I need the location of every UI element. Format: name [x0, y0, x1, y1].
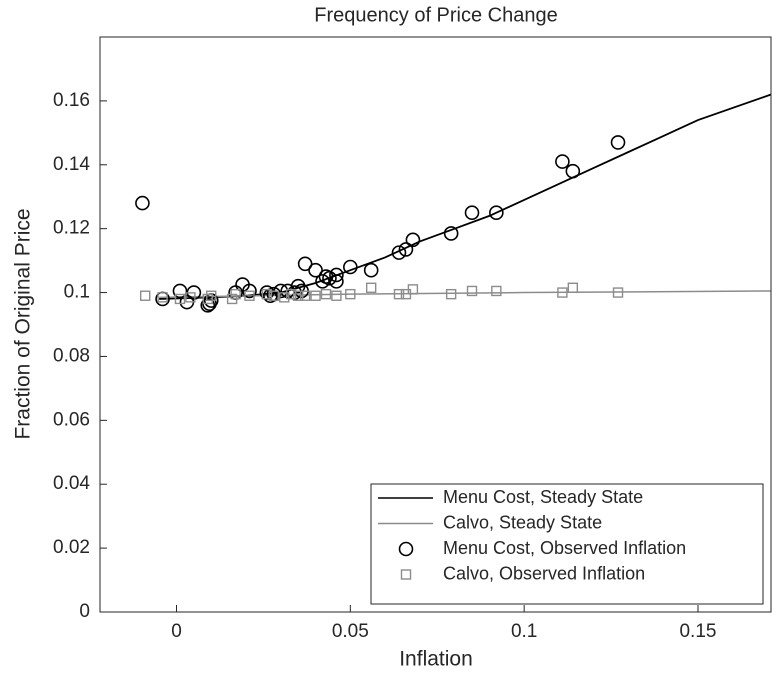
marker — [292, 290, 304, 301]
marker — [315, 274, 330, 289]
marker — [443, 226, 459, 241]
legend-label: Menu Cost, Steady State — [443, 487, 643, 507]
marker — [445, 288, 457, 300]
x-tick-label: 0.15 — [679, 621, 716, 642]
marker — [464, 205, 480, 220]
y-tick-label: 0.1 — [64, 282, 90, 303]
marker — [491, 285, 502, 297]
legend-box — [370, 483, 764, 605]
y-tick-label: 0.16 — [53, 90, 90, 111]
marker — [230, 288, 241, 300]
chart-title: Frequency of Price Change — [314, 4, 557, 26]
marker — [290, 278, 306, 294]
marker — [391, 245, 407, 260]
marker — [331, 290, 342, 301]
marker — [202, 293, 213, 305]
marker — [308, 262, 323, 278]
legend-label: Menu Cost, Observed Inflation — [443, 538, 686, 558]
x-axis-label: Inflation — [399, 648, 473, 671]
marker — [174, 293, 186, 305]
marker — [299, 290, 311, 301]
marker — [185, 292, 196, 303]
marker — [135, 195, 150, 211]
legend-label: Calvo, Steady State — [443, 512, 602, 532]
axes-box — [99, 36, 772, 613]
marker — [466, 285, 478, 297]
y-tick-label: 0.08 — [53, 345, 90, 366]
marker — [555, 154, 570, 169]
marker — [398, 242, 414, 257]
marker — [139, 290, 151, 301]
marker — [329, 274, 344, 289]
marker — [320, 288, 332, 300]
marker — [612, 287, 624, 298]
marker — [157, 292, 168, 303]
marker — [363, 262, 379, 278]
marker — [279, 292, 290, 303]
x-tick-label: 0.1 — [511, 621, 537, 642]
y-axis-label: Fraction of Original Price — [12, 208, 35, 439]
marker — [393, 288, 405, 300]
marker — [557, 287, 568, 298]
marker — [261, 288, 273, 300]
marker — [343, 259, 358, 275]
x-tick-label: 0.05 — [332, 621, 369, 642]
y-tick-label: 0.06 — [53, 409, 90, 430]
marker — [244, 290, 255, 301]
y-tick-label: 0.12 — [53, 218, 90, 239]
y-tick-label: 0.04 — [53, 473, 90, 494]
marker — [329, 267, 344, 283]
marker — [206, 290, 217, 301]
plot-area — [135, 93, 771, 313]
marker — [200, 298, 216, 313]
marker — [489, 205, 504, 220]
marker — [567, 282, 579, 293]
marker — [407, 284, 419, 295]
marker — [405, 232, 421, 248]
legend-label: Calvo, Observed Inflation — [443, 563, 645, 583]
marker — [242, 283, 257, 299]
legend-swatch — [398, 541, 414, 557]
x-tick-label: 0 — [171, 621, 182, 642]
marker — [310, 290, 321, 301]
marker — [345, 288, 356, 300]
y-tick-label: 0.14 — [53, 154, 90, 175]
marker — [286, 288, 297, 300]
marker — [268, 290, 280, 301]
marker — [565, 163, 581, 179]
y-tick-label: 0.02 — [53, 537, 90, 558]
marker — [365, 282, 377, 293]
marker — [610, 135, 626, 150]
marker — [172, 283, 188, 299]
series-line — [159, 93, 771, 300]
y-tick-label: 0 — [79, 601, 90, 622]
marker — [322, 270, 337, 286]
legend-swatch — [400, 569, 412, 580]
marker — [297, 256, 313, 272]
